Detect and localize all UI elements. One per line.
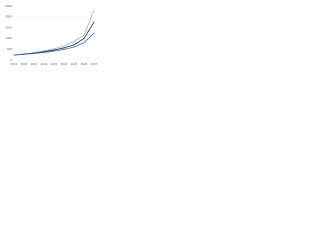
point (63, 45, 65, 47)
point (83, 37, 85, 39)
point (83, 34, 85, 36)
point (93, 9, 95, 11)
x-tick-label: 2021 (31, 62, 38, 66)
y-tick-label: 1000 (5, 36, 12, 40)
x-tick-label: 2019 (11, 62, 18, 66)
point (43, 50, 45, 52)
point (13, 54, 15, 56)
point (93, 32, 95, 34)
point (63, 47, 65, 49)
x-tick-label: 2027 (91, 62, 98, 66)
x-tick-label: 2022 (41, 62, 48, 66)
y-tick-label: 0 (10, 58, 12, 62)
point (73, 46, 75, 48)
point (43, 51, 45, 53)
point (73, 41, 75, 43)
chart: 0 500 1000 1500 2000 2500 2019 2020 2021 2022 2023… (0, 0, 100, 71)
point (73, 44, 75, 46)
point (63, 48, 65, 50)
point (83, 42, 85, 44)
point (53, 49, 55, 51)
background (0, 0, 100, 71)
point (23, 53, 25, 55)
point (53, 48, 55, 50)
y-tick-label: 1500 (5, 25, 12, 29)
point (33, 53, 35, 55)
x-tick-label: 2026 (81, 62, 88, 66)
y-tick-label: 2500 (5, 4, 12, 8)
x-tick-label: 2023 (51, 62, 58, 66)
point (93, 21, 95, 23)
point (53, 50, 55, 52)
x-tick-label: 2020 (21, 62, 28, 66)
x-tick-label: 2024 (61, 62, 68, 66)
y-tick-label: 500 (7, 47, 12, 51)
y-tick-label: 2000 (5, 15, 12, 19)
x-tick-label: 2025 (71, 62, 78, 66)
